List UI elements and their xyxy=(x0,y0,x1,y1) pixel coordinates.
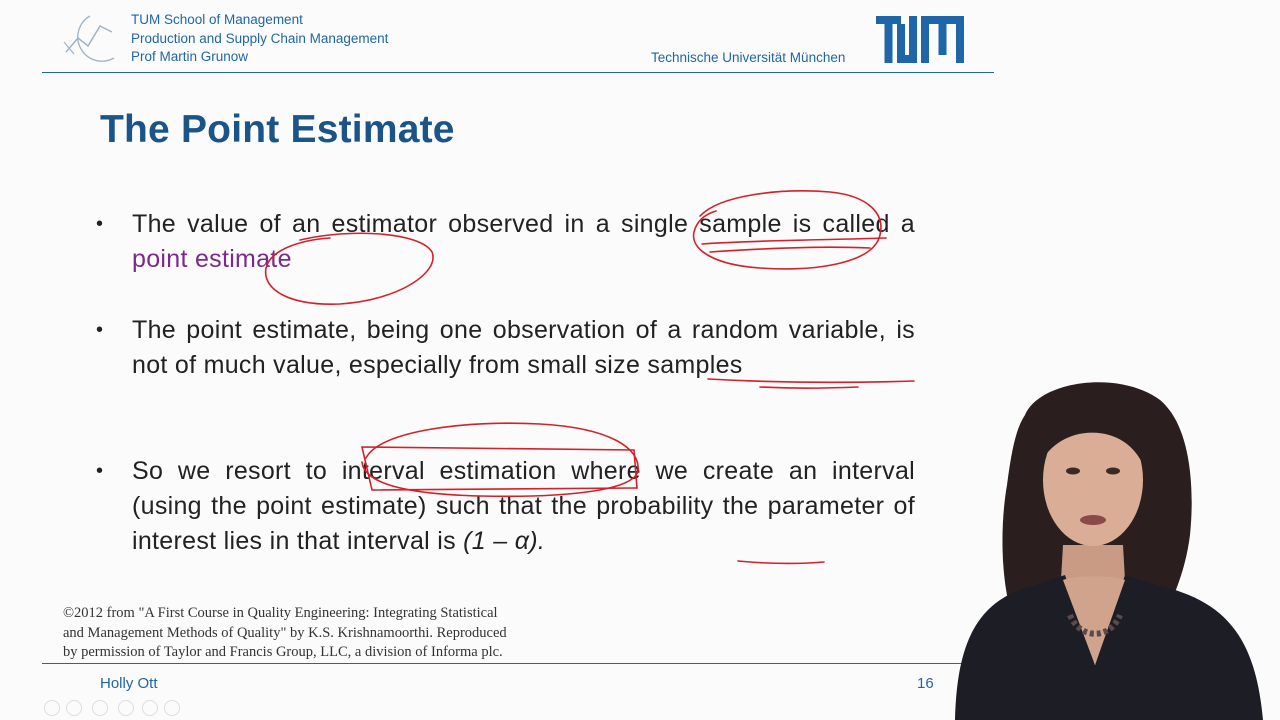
more-icon[interactable] xyxy=(164,700,180,716)
interval-estimation-ellipse xyxy=(361,422,639,498)
tum-school-emblem-icon xyxy=(63,15,115,62)
point-estimate-circle xyxy=(264,232,434,305)
zoom-icon[interactable] xyxy=(142,700,158,716)
from-small-size-underline xyxy=(707,378,915,384)
previous-icon[interactable] xyxy=(44,700,60,716)
alpha-underline xyxy=(737,560,825,565)
bullet-marker: • xyxy=(96,460,104,482)
single-sample-underline xyxy=(701,237,887,245)
slide-title: The Point Estimate xyxy=(100,108,455,151)
professor-name: Prof Martin Grunow xyxy=(131,49,249,64)
next-icon[interactable] xyxy=(66,700,82,716)
from-small-size-phrase: from small size xyxy=(468,351,641,379)
tum-logo xyxy=(876,16,964,63)
chair-name: Production and Supply Chain Management xyxy=(131,30,389,46)
page-number: 16 xyxy=(917,675,934,692)
interval-estimation-box xyxy=(360,446,638,491)
university-name: Technische Universität München xyxy=(651,50,846,65)
single-sample-underline-2 xyxy=(709,246,871,253)
header-rule xyxy=(42,72,994,73)
point-estimate-term: point estimate xyxy=(132,245,292,273)
from-small-size-underline-2 xyxy=(759,386,859,389)
bullet-marker: • xyxy=(96,213,104,235)
pen-icon[interactable] xyxy=(92,700,108,716)
presenter-name: Holly Ott xyxy=(100,675,158,692)
slides-icon[interactable] xyxy=(118,700,134,716)
bullet-2: The point estimate, being one observatio… xyxy=(132,316,915,379)
confidence-expression: (1 – α). xyxy=(463,527,546,555)
footer-rule xyxy=(42,663,994,664)
single-sample-circle xyxy=(692,190,882,270)
presenter-video xyxy=(955,382,1263,720)
copyright-credit: ©2012 from "A First Course in Quality En… xyxy=(63,605,507,660)
bullet-marker: • xyxy=(96,319,104,341)
school-name: TUM School of Management xyxy=(131,12,303,27)
